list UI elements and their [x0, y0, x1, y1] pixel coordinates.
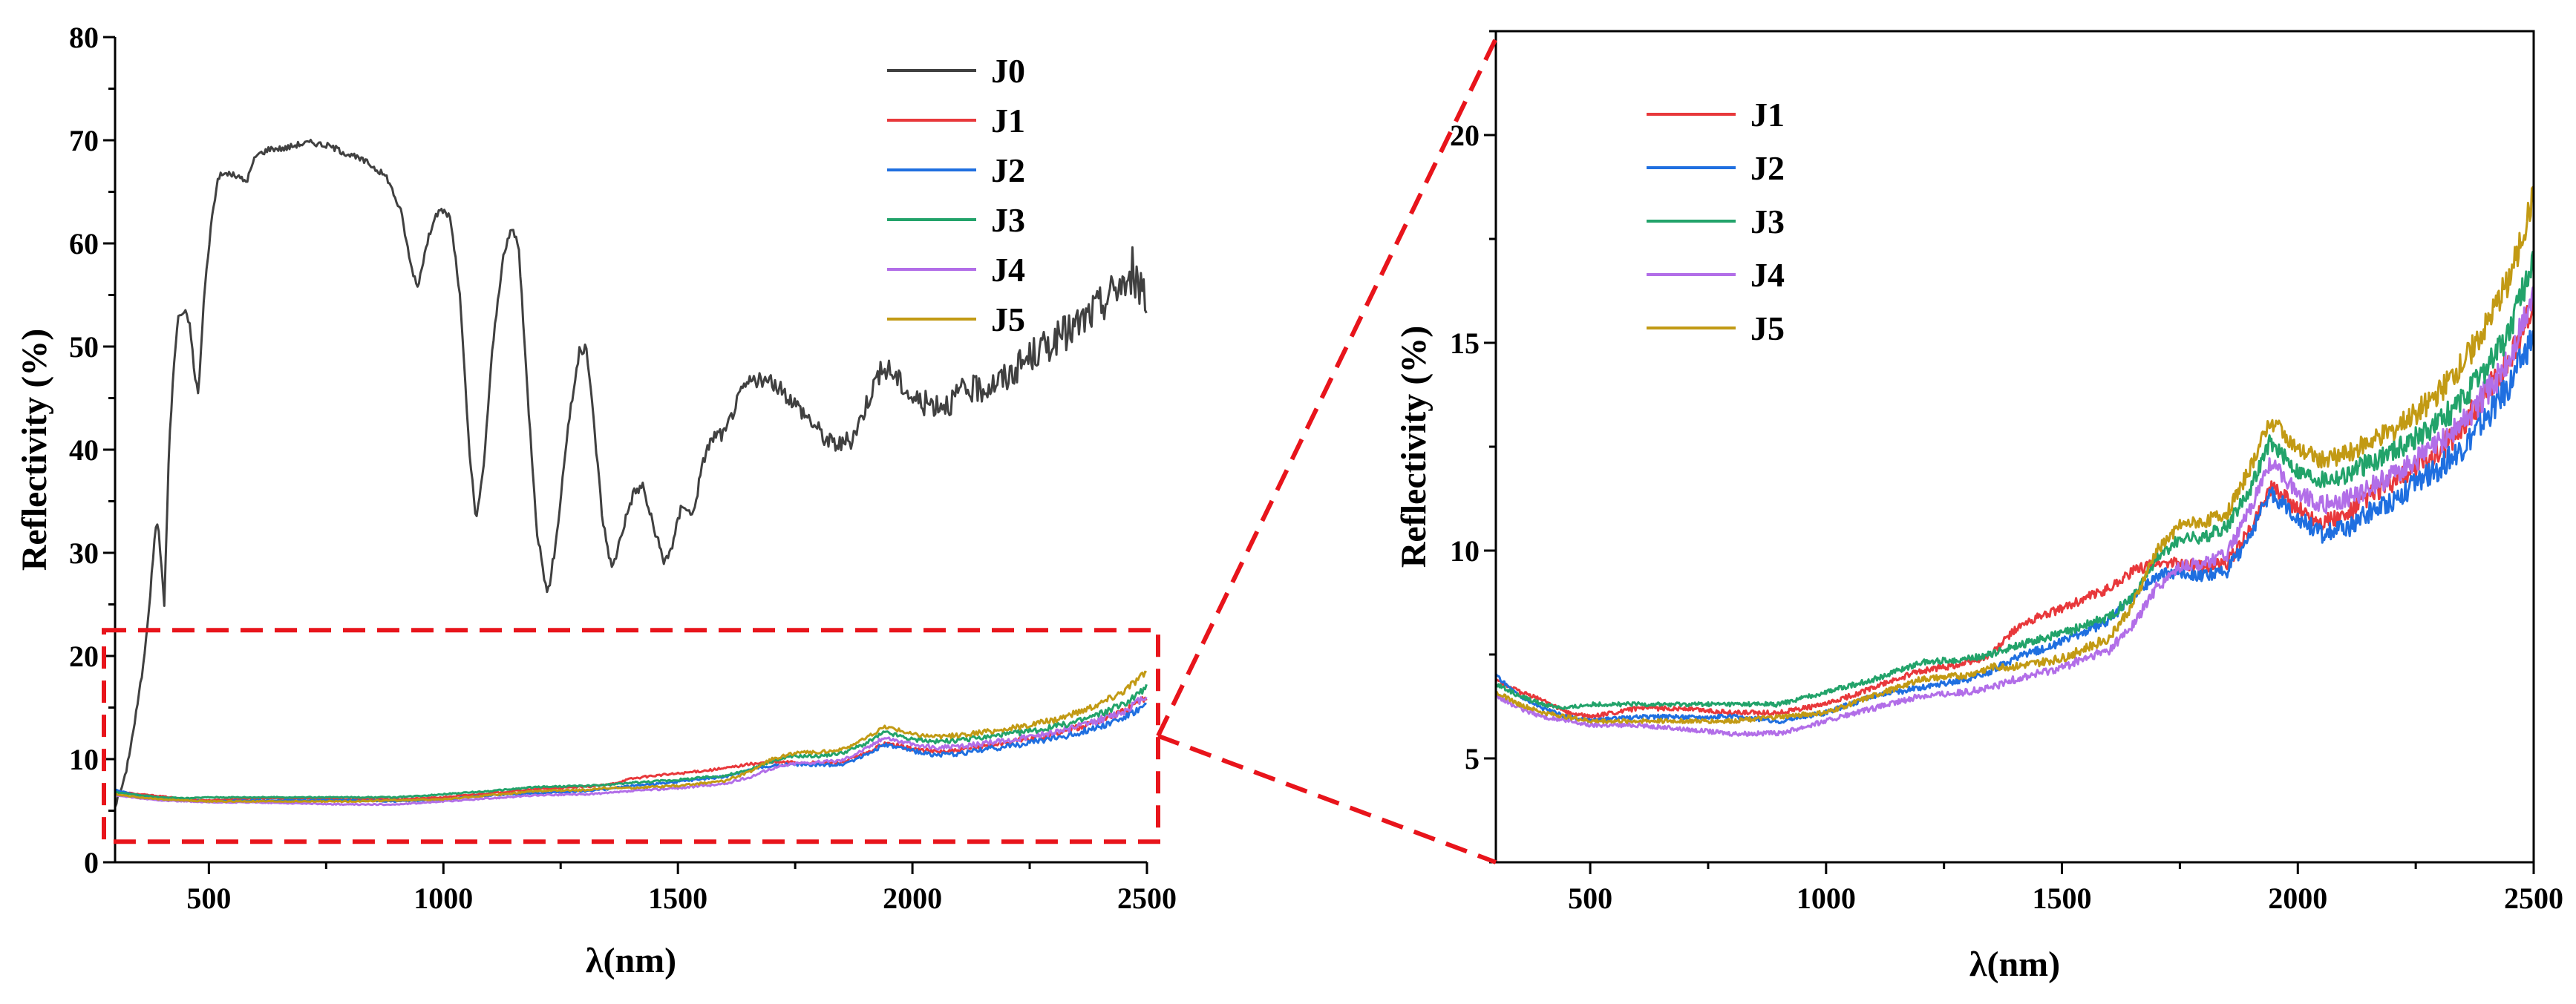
zoom-chart: 5 10 15 20 500 1000 1500 2000 2500 λ(nm) Reflect…	[1394, 30, 2563, 984]
overview-y-tick-label: 0	[84, 846, 99, 879]
overview-x-tick-label: 1500	[648, 882, 707, 915]
legend-label-j5: J5	[991, 301, 1025, 338]
overview-y-tick-label: 70	[69, 124, 99, 157]
overview-series-j5	[115, 670, 1147, 804]
overview-series-j0	[114, 139, 1148, 808]
overview-chart: 0 10 20 30 40 50 60 70 80 500 1000 1500 2000 2500 λ(n…	[15, 21, 1177, 980]
zoom-series-lines	[1494, 186, 2535, 737]
overview-y-tick-label: 20	[69, 640, 99, 673]
overview-x-tick-label: 1000	[413, 882, 473, 915]
overview-y-tick-label: 40	[69, 433, 99, 467]
legend-label-j2: J2	[1750, 149, 1785, 187]
zoom-y-axis-label: Reflectivity (%)	[1394, 326, 1434, 568]
legend-label-j0: J0	[991, 52, 1025, 90]
zoom-ticks: 5 10 15 20 500 1000 1500 2000 2500	[1450, 30, 2563, 915]
overview-y-tick-label: 10	[69, 743, 99, 776]
zoom-y-tick-label: 15	[1450, 327, 1480, 360]
zoom-series-j3	[1495, 251, 2535, 710]
overview-series-lines	[114, 139, 1148, 808]
zoom-series-j4	[1495, 286, 2534, 737]
overview-y-tick-label: 60	[69, 227, 99, 260]
overview-x-tick-label: 500	[186, 882, 231, 915]
overview-ticks: 0 10 20 30 40 50 60 70 80 500 1000 1500 2000 2500	[69, 21, 1177, 915]
zoom-region-box	[102, 628, 1160, 844]
overview-x-tick-label: 2000	[883, 882, 942, 915]
zoom-series-j1	[1494, 285, 2535, 720]
overview-y-tick-label: 80	[69, 21, 99, 54]
legend-label-j5: J5	[1750, 309, 1785, 347]
zoom-connector-top	[1156, 37, 1498, 738]
zoom-indicator	[102, 37, 1498, 864]
overview-y-tick-label: 30	[69, 537, 99, 570]
overview-x-axis-label: λ(nm)	[586, 941, 676, 980]
legend-label-j2: J2	[991, 151, 1025, 189]
zoom-legend: J1 J2 J3 J4 J5	[1647, 96, 1785, 347]
zoom-connector-bottom	[1157, 733, 1497, 864]
zoom-plot-frame	[1494, 30, 2535, 864]
zoom-y-tick-label: 5	[1465, 742, 1480, 775]
legend-label-j1: J1	[991, 102, 1025, 140]
legend-label-j3: J3	[1750, 203, 1785, 240]
zoom-series-j2	[1494, 329, 2535, 724]
zoom-x-tick-label: 2000	[2268, 882, 2327, 915]
legend-label-j4: J4	[1750, 256, 1785, 294]
zoom-x-tick-label: 500	[1568, 882, 1612, 915]
zoom-x-tick-label: 2500	[2504, 882, 2563, 915]
legend-label-j1: J1	[1750, 96, 1785, 134]
zoom-series-j5	[1494, 186, 2535, 724]
zoom-x-tick-label: 1000	[1797, 882, 1856, 915]
overview-x-tick-label: 2500	[1117, 882, 1177, 915]
legend-label-j4: J4	[991, 251, 1025, 289]
legend-label-j3: J3	[991, 201, 1025, 239]
zoom-y-tick-label: 10	[1450, 534, 1480, 568]
overview-y-axis-label: Reflectivity (%)	[15, 329, 54, 571]
overview-series-j3	[114, 683, 1148, 800]
zoom-x-tick-label: 1500	[2033, 882, 2092, 915]
overview-legend: J0 J1 J2 J3 J4 J5	[887, 52, 1025, 338]
overview-y-tick-label: 50	[69, 330, 99, 364]
zoom-x-axis-label: λ(nm)	[1969, 945, 2060, 984]
overview-series-j4	[114, 696, 1148, 807]
zoom-y-tick-label: 20	[1450, 119, 1480, 152]
